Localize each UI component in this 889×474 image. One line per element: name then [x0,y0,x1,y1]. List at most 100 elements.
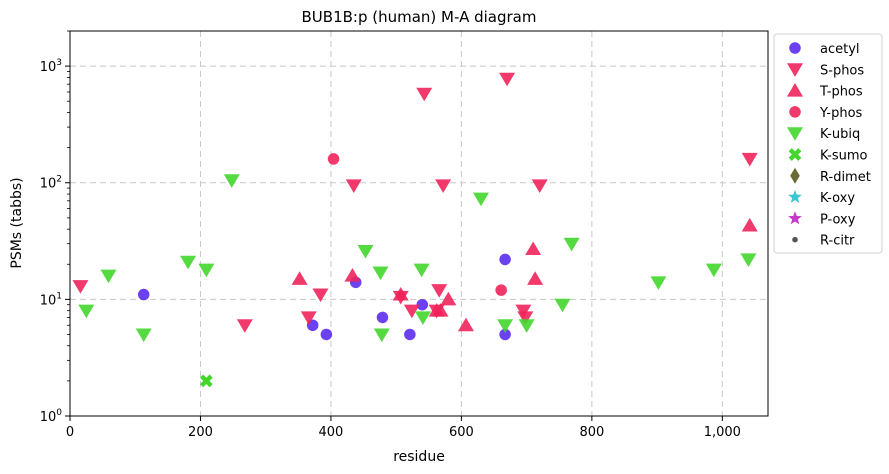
x-tick-label: 200 [188,425,213,440]
data-point [345,179,362,193]
data-point [357,244,374,259]
legend-item-k-sumo: K-sumo [788,148,868,164]
x-axis-label: residue [393,449,445,465]
legend-marker [787,63,803,77]
data-point [432,303,449,317]
legend-label: S-phos [820,63,864,78]
legend-item-k-ubiq: K-ubiq [787,127,860,142]
series-k-sumo [199,374,213,388]
data-point [137,288,150,301]
legend-marker [788,189,802,203]
legend-label: K-ubiq [820,127,860,142]
data-point [291,271,308,285]
y-tick-label: 100 [40,408,63,425]
data-points [72,72,758,388]
data-point [320,328,333,341]
data-point [180,255,197,270]
y-axis-label: PSMs (tabbs) [9,177,25,268]
data-point [499,72,516,87]
data-point [78,304,95,319]
data-point [431,284,448,298]
data-point [416,298,429,311]
legend-marker [788,211,802,225]
legend-item-r-dimet: R-dimet [790,167,871,185]
data-point [531,179,548,193]
data-point [525,241,542,256]
data-point [440,291,457,306]
data-point [372,266,389,281]
data-point [100,269,117,284]
data-point [376,311,389,324]
data-point [199,374,213,388]
data-point [472,192,489,207]
legend-marker [792,236,798,243]
data-point [392,286,409,301]
data-point [72,280,89,294]
data-point [740,253,757,268]
data-point [497,319,514,333]
legend-item-y-phos: Y-phos [789,106,863,121]
data-point [517,311,534,326]
y-tick-label: 102 [40,175,62,192]
x-tick-label: 600 [449,425,474,440]
x-tick-label: 1,000 [704,425,741,440]
data-point [404,328,416,341]
data-point [135,328,152,343]
data-point [236,319,253,333]
data-point [563,237,580,252]
legend-label: P-oxy [820,212,856,227]
legend-marker [790,167,800,184]
series-k-ubiq [78,174,757,343]
legend-item-p-oxy: P-oxy [788,211,856,227]
legend-item-t-phos: T-phos [787,83,863,100]
x-tick-label: 0 [66,425,74,440]
data-point [198,263,215,278]
data-point [457,317,474,332]
chart-title: BUB1B:p (human) M-A diagram [302,8,537,26]
legend-label: R-citr [820,234,855,249]
data-point [344,267,361,282]
legend-marker [787,127,803,141]
legend-label: Y-phos [819,106,863,121]
data-point [413,263,430,278]
legend-label: T-phos [819,85,863,100]
data-point [327,153,340,165]
x-tick-label: 800 [579,425,604,440]
legend-marker [789,42,801,54]
grid [70,31,768,416]
legend-label: K-oxy [820,191,855,206]
y-tick-label: 103 [40,58,62,75]
data-point [414,311,431,326]
data-point [741,217,758,232]
legend-item-r-citr: R-citr [792,234,855,249]
data-point [527,271,544,285]
data-point [403,304,420,319]
data-point [300,311,317,326]
data-point [499,253,511,266]
legend-marker [787,83,803,97]
data-point [416,87,433,102]
data-point [495,284,507,296]
legend-marker [789,106,801,118]
data-point [223,174,240,188]
legend-marker [788,148,802,161]
data-point [499,328,511,341]
data-point [741,152,758,167]
data-point [435,179,452,193]
legend: acetyl S-phos T-phos Y-phos K-ubiq K-sumo R-di… [773,33,883,254]
legend-item-s-phos: S-phos [787,63,864,78]
y-tick-label: 101 [40,291,62,308]
x-tick-label: 400 [319,425,344,440]
series-t-phos [291,217,758,332]
data-point [373,328,390,343]
legend-item-acetyl: acetyl [789,42,860,57]
data-point [518,319,535,333]
legend-label: R-dimet [820,170,871,185]
series-acetyl [137,253,511,341]
legend-item-k-oxy: K-oxy [788,189,855,206]
legend-label: K-sumo [820,149,868,164]
series-y-phos [327,153,507,296]
axis-ticks: 0 200 400 600 800 1,000 100 101 102 103 [40,30,741,440]
